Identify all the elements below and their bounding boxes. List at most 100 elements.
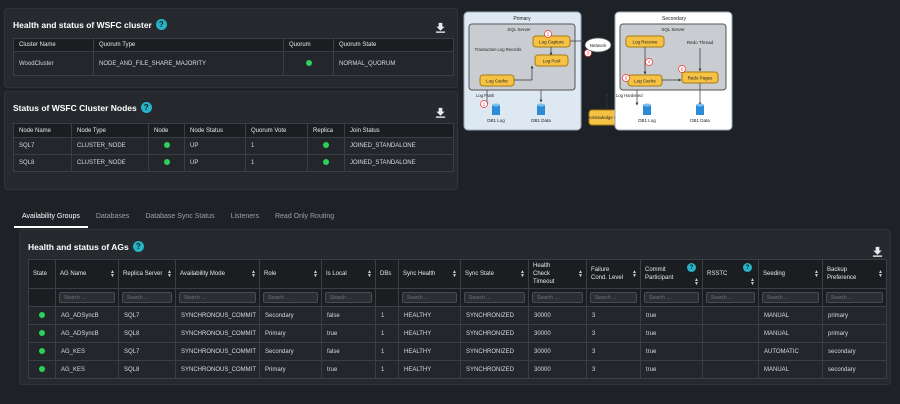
col-node-type: Node Type xyxy=(71,123,149,138)
col-node-status: Node Status xyxy=(184,123,246,138)
sort-icon[interactable]: ▲ ▼ xyxy=(367,269,372,279)
quorum-status-dot xyxy=(305,59,312,66)
col-rsstc[interactable]: RSSTC? ▲ ▼ xyxy=(702,259,759,289)
table-row: WoodCluster NODE_AND_FILE_SHARE_MAJORITY… xyxy=(13,51,454,76)
state-dot xyxy=(39,311,45,318)
col-sync-health[interactable]: Sync Health ▲ ▼ xyxy=(398,259,461,289)
col-node-name: Node Name xyxy=(13,123,72,138)
svg-text:Redo Thread: Redo Thread xyxy=(687,40,714,45)
secondary-title: Secondary xyxy=(662,16,686,22)
table-row[interactable]: AG_KES SQL8 SYNCHRONOUS_COMMIT Primary t… xyxy=(28,360,887,379)
svg-text:Log Hardened: Log Hardened xyxy=(616,93,643,98)
wsfc-cluster-table: Cluster Name Quorum Type Quorum Quorum S… xyxy=(13,38,454,76)
sort-icon[interactable]: ▲ ▼ xyxy=(750,277,755,287)
svg-text:Log Receive: Log Receive xyxy=(632,40,658,45)
tab-availability-groups[interactable]: Availability Groups xyxy=(14,206,88,228)
replica-status-dot xyxy=(323,142,329,148)
svg-text:SQL Server: SQL Server xyxy=(661,27,685,32)
tab-databases[interactable]: Databases xyxy=(95,213,130,220)
log-cache-node xyxy=(479,74,515,87)
col-availability-mode[interactable]: Availability Mode ▲ ▼ xyxy=(175,259,260,289)
search-input-role[interactable] xyxy=(263,292,318,303)
search-input-sync-health[interactable] xyxy=(402,292,457,303)
sort-icon[interactable]: ▲ ▼ xyxy=(167,269,172,279)
search-input-ag-name[interactable] xyxy=(59,292,115,303)
search-row xyxy=(28,288,887,307)
alwayson-sync-diagram: Primary SQL Server Transaction Log Recor… xyxy=(463,11,733,131)
quorum-type: NODE_AND_FILE_SHARE_MAJORITY xyxy=(93,51,284,76)
help-icon[interactable]: ? xyxy=(743,263,752,272)
svg-text:DB1 Log: DB1 Log xyxy=(638,118,656,123)
col-failure-cond-level[interactable]: Failure Cond. Level ▲ ▼ xyxy=(586,259,641,289)
primary-title: Primary xyxy=(513,16,531,22)
svg-text:Network: Network xyxy=(590,43,607,48)
download-icon[interactable] xyxy=(435,107,446,118)
search-input-backup-preference[interactable] xyxy=(826,292,883,303)
wsfc-cluster-title: Health and status of WSFC cluster ? xyxy=(13,19,167,30)
svg-text:5: 5 xyxy=(625,76,628,81)
sort-icon[interactable]: ▲ ▼ xyxy=(632,269,637,279)
search-input-commit-participant[interactable] xyxy=(644,292,699,303)
sort-icon[interactable]: ▲ ▼ xyxy=(694,277,699,287)
tab-read-only-routing[interactable]: Read Only Routing xyxy=(274,213,335,220)
ag-tabs: Availability Groups Databases Database S… xyxy=(14,206,342,228)
col-health-check-timeout[interactable]: Health Check Timeout ▲ ▼ xyxy=(528,259,587,289)
col-join-status: Join Status xyxy=(344,123,454,138)
sort-icon[interactable]: ▲ ▼ xyxy=(578,269,583,279)
col-commit-participant[interactable]: Commit Participant? ▲ ▼ xyxy=(640,259,703,289)
sort-icon[interactable]: ▲ ▼ xyxy=(814,269,819,279)
svg-text:DB1 Log: DB1 Log xyxy=(487,118,505,123)
table-row[interactable]: AG_ADSyncB SQL7 SYNCHRONOUS_COMMIT Secon… xyxy=(28,306,887,325)
node-status-dot xyxy=(163,142,170,148)
database-icon xyxy=(537,103,545,115)
help-icon[interactable]: ? xyxy=(155,19,167,30)
svg-text:Log Cache: Log Cache xyxy=(634,79,656,84)
help-icon[interactable]: ? xyxy=(687,263,696,272)
col-sync-state[interactable]: Sync State ▲ ▼ xyxy=(460,259,529,289)
svg-text:DB1 Data: DB1 Data xyxy=(690,118,710,123)
table-row[interactable]: AG_KES SQL7 SYNCHRONOUS_COMMIT Secondary… xyxy=(28,342,887,361)
sort-icon[interactable]: ▲ ▼ xyxy=(452,269,457,279)
search-input-failure-cond-level[interactable] xyxy=(590,292,637,303)
svg-text:Log Cache: Log Cache xyxy=(486,79,508,84)
tab-listeners[interactable]: Listeners xyxy=(230,213,259,220)
search-input-sync-state[interactable] xyxy=(464,292,525,303)
search-input-health-check-timeout[interactable] xyxy=(532,292,583,303)
svg-text:1: 1 xyxy=(483,102,486,107)
help-icon[interactable]: ? xyxy=(132,241,144,252)
col-role[interactable]: Role ▲ ▼ xyxy=(259,259,322,289)
download-icon[interactable] xyxy=(872,246,883,257)
sort-icon[interactable]: ▲ ▼ xyxy=(878,269,883,279)
cluster-nodes-table: Node Name Node Type Node Node Status Quo… xyxy=(13,123,454,172)
ags-panel: Health and status of AGs ? State AG Name… xyxy=(19,229,891,385)
cluster-name: WoodCluster xyxy=(13,51,94,76)
search-input-availability-mode[interactable] xyxy=(179,292,256,303)
table-row[interactable]: AG_ADSyncB SQL8 SYNCHRONOUS_COMMIT Prima… xyxy=(28,324,887,343)
col-state[interactable]: State xyxy=(28,259,56,289)
col-backup-preference[interactable]: Backup Preference ▲ ▼ xyxy=(822,259,887,289)
tab-database-sync-status[interactable]: Database Sync Status xyxy=(145,213,215,220)
download-icon[interactable] xyxy=(435,22,446,33)
search-input-seeding[interactable] xyxy=(762,292,819,303)
col-quorum-vote: Quorum Vote xyxy=(245,123,308,138)
sort-icon[interactable]: ▲ ▼ xyxy=(520,269,525,279)
node-status-dot xyxy=(163,159,170,165)
sort-icon[interactable]: ▲ ▼ xyxy=(110,269,115,279)
cluster-nodes-panel: Status of WSFC Cluster Nodes ? Node Name… xyxy=(4,91,458,190)
search-input-replica-server[interactable] xyxy=(122,292,172,303)
help-icon[interactable]: ? xyxy=(140,102,152,113)
col-dbs[interactable]: DBs xyxy=(375,259,399,289)
network-cloud xyxy=(584,37,612,53)
col-is-local[interactable]: Is Local ▲ ▼ xyxy=(321,259,376,289)
svg-text:Log Flush: Log Flush xyxy=(476,93,495,98)
search-input-is-local[interactable] xyxy=(325,292,372,303)
col-seeding[interactable]: Seeding ▲ ▼ xyxy=(758,259,823,289)
col-cluster-name: Cluster Name xyxy=(13,38,94,52)
sort-icon[interactable]: ▲ ▼ xyxy=(251,269,256,279)
sort-icon[interactable]: ▲ ▼ xyxy=(313,269,318,279)
svg-text:2: 2 xyxy=(547,32,550,37)
search-input-rsstc[interactable] xyxy=(706,292,755,303)
col-quorum-state: Quorum State xyxy=(333,38,454,52)
col-replica-server[interactable]: Replica Server ▲ ▼ xyxy=(118,259,176,289)
col-ag-name[interactable]: AG Name ▲ ▼ xyxy=(55,259,119,289)
